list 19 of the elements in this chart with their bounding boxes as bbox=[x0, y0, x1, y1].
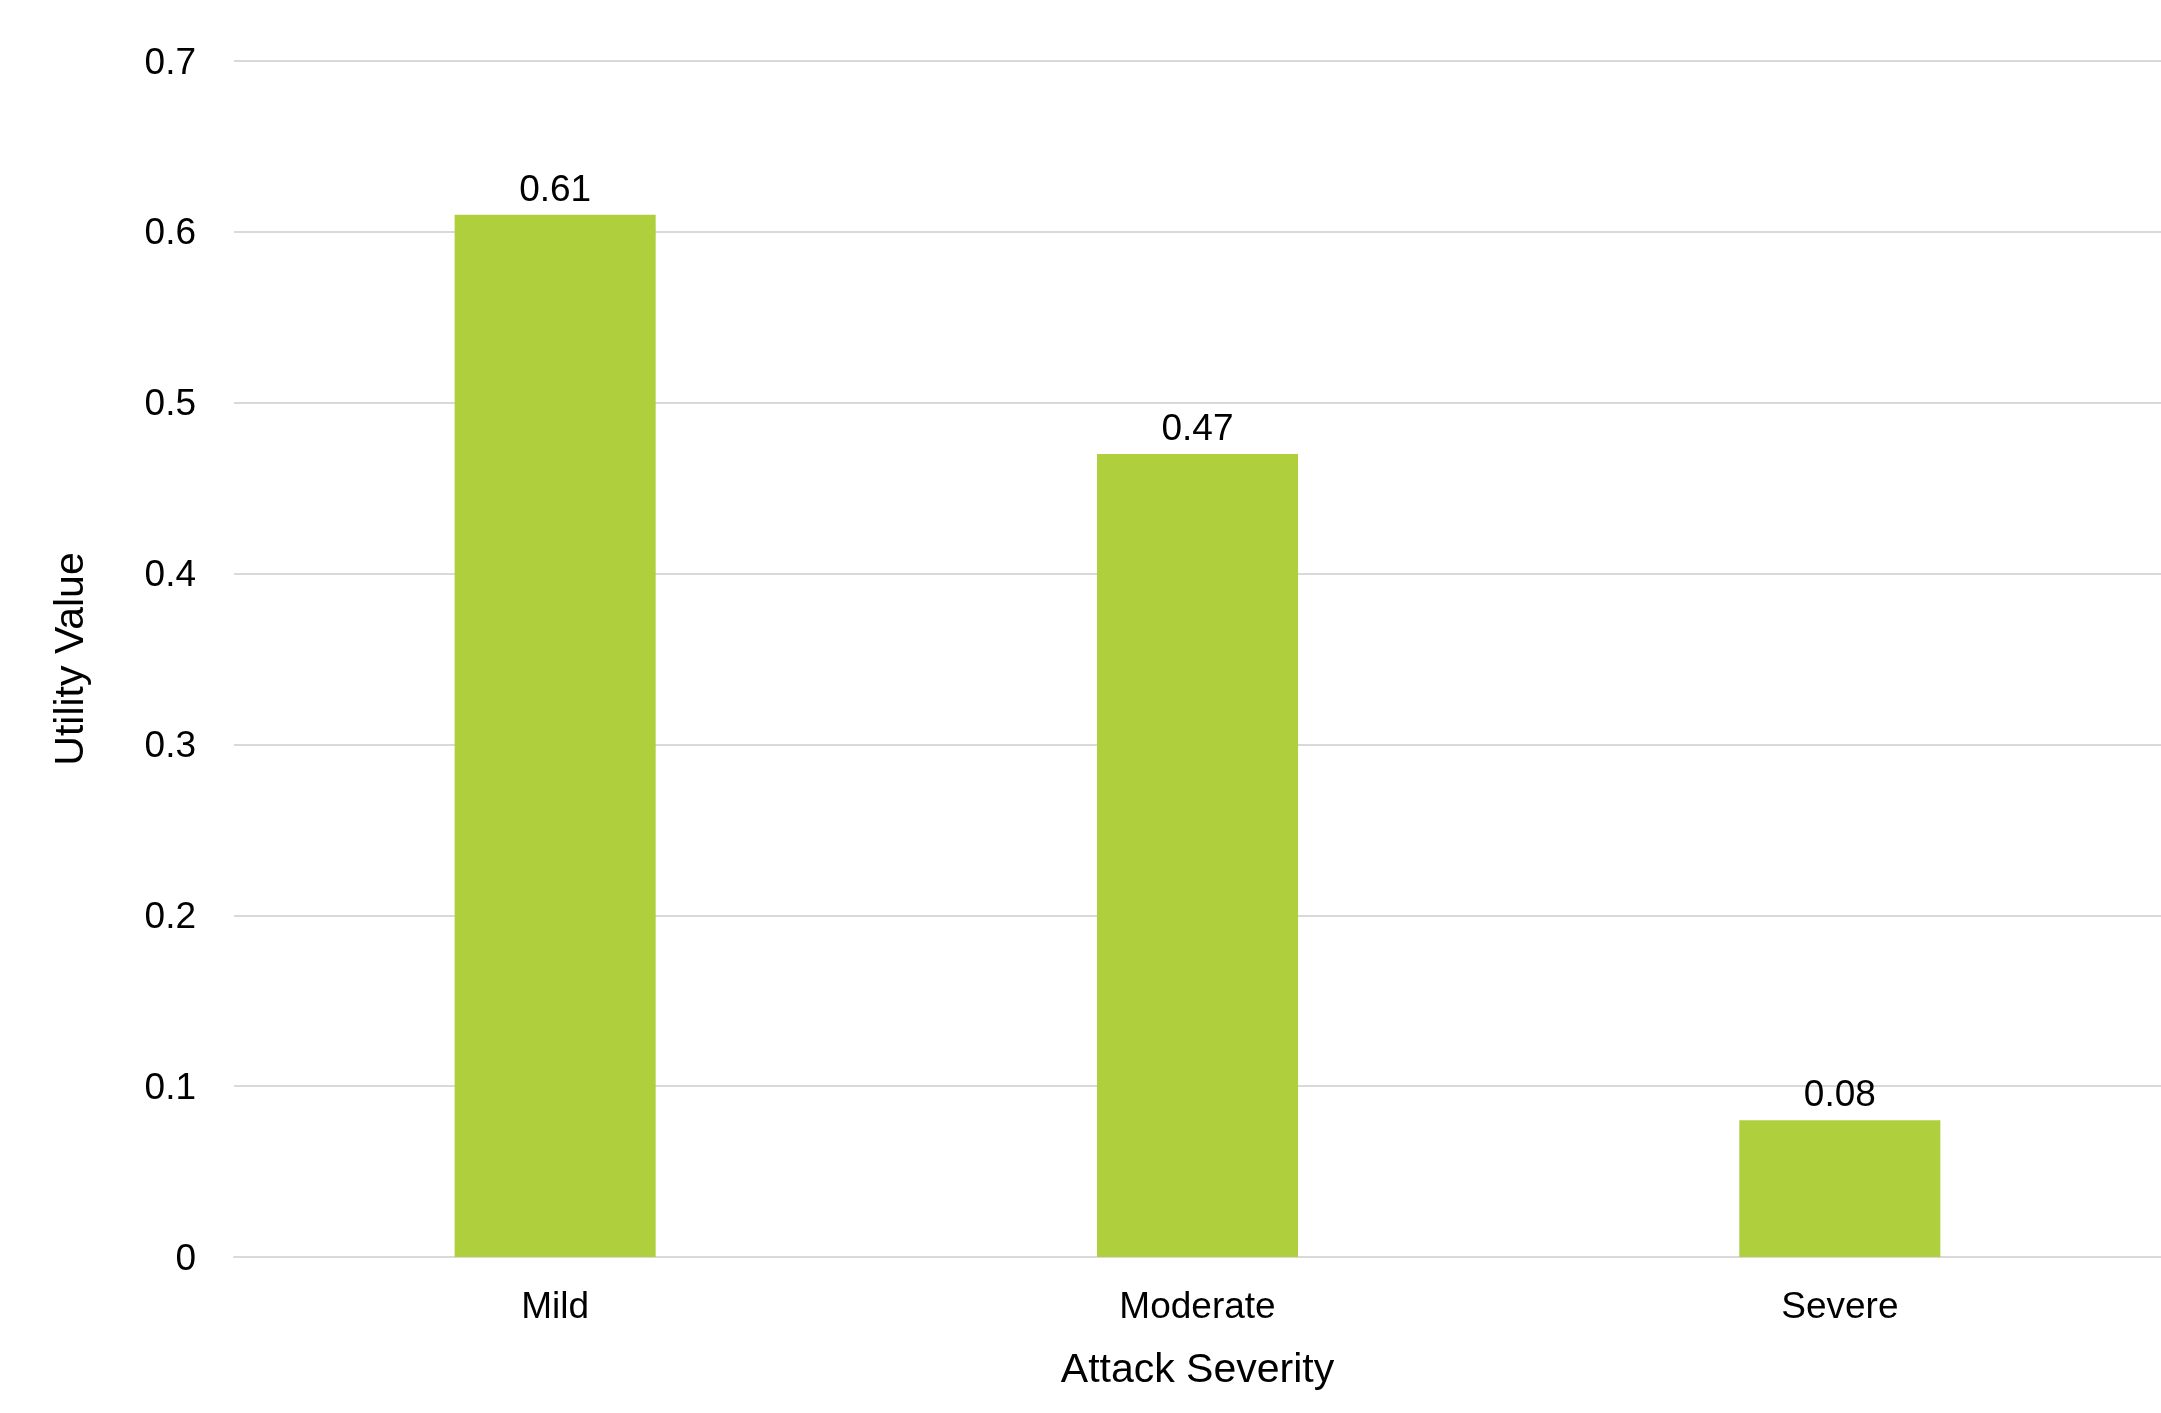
y-tick-label: 0.7 bbox=[144, 40, 196, 82]
data-label: 0.08 bbox=[1803, 1073, 1876, 1115]
y-tick-label: 0.1 bbox=[144, 1065, 196, 1107]
x-tick-label: Moderate bbox=[1119, 1285, 1276, 1326]
y-tick-label: 0.4 bbox=[144, 553, 196, 595]
y-tick-label: 0.2 bbox=[144, 894, 196, 936]
data-label: 0.47 bbox=[1161, 406, 1234, 448]
bar bbox=[1739, 1120, 1941, 1257]
y-axis-title: Utility Value bbox=[45, 552, 92, 766]
y-tick-label: 0.6 bbox=[144, 211, 196, 253]
data-label: 0.61 bbox=[519, 167, 592, 209]
x-tick-label: Severe bbox=[1781, 1285, 1899, 1326]
bar bbox=[454, 214, 656, 1257]
x-tick-label: Mild bbox=[521, 1285, 590, 1326]
y-tick-label: 0.5 bbox=[144, 382, 196, 424]
y-tick-label: 0 bbox=[175, 1236, 196, 1278]
bar bbox=[1096, 453, 1299, 1257]
y-tick-label: 0.3 bbox=[144, 723, 196, 765]
x-axis-title: Attack Severity bbox=[1060, 1344, 1335, 1391]
